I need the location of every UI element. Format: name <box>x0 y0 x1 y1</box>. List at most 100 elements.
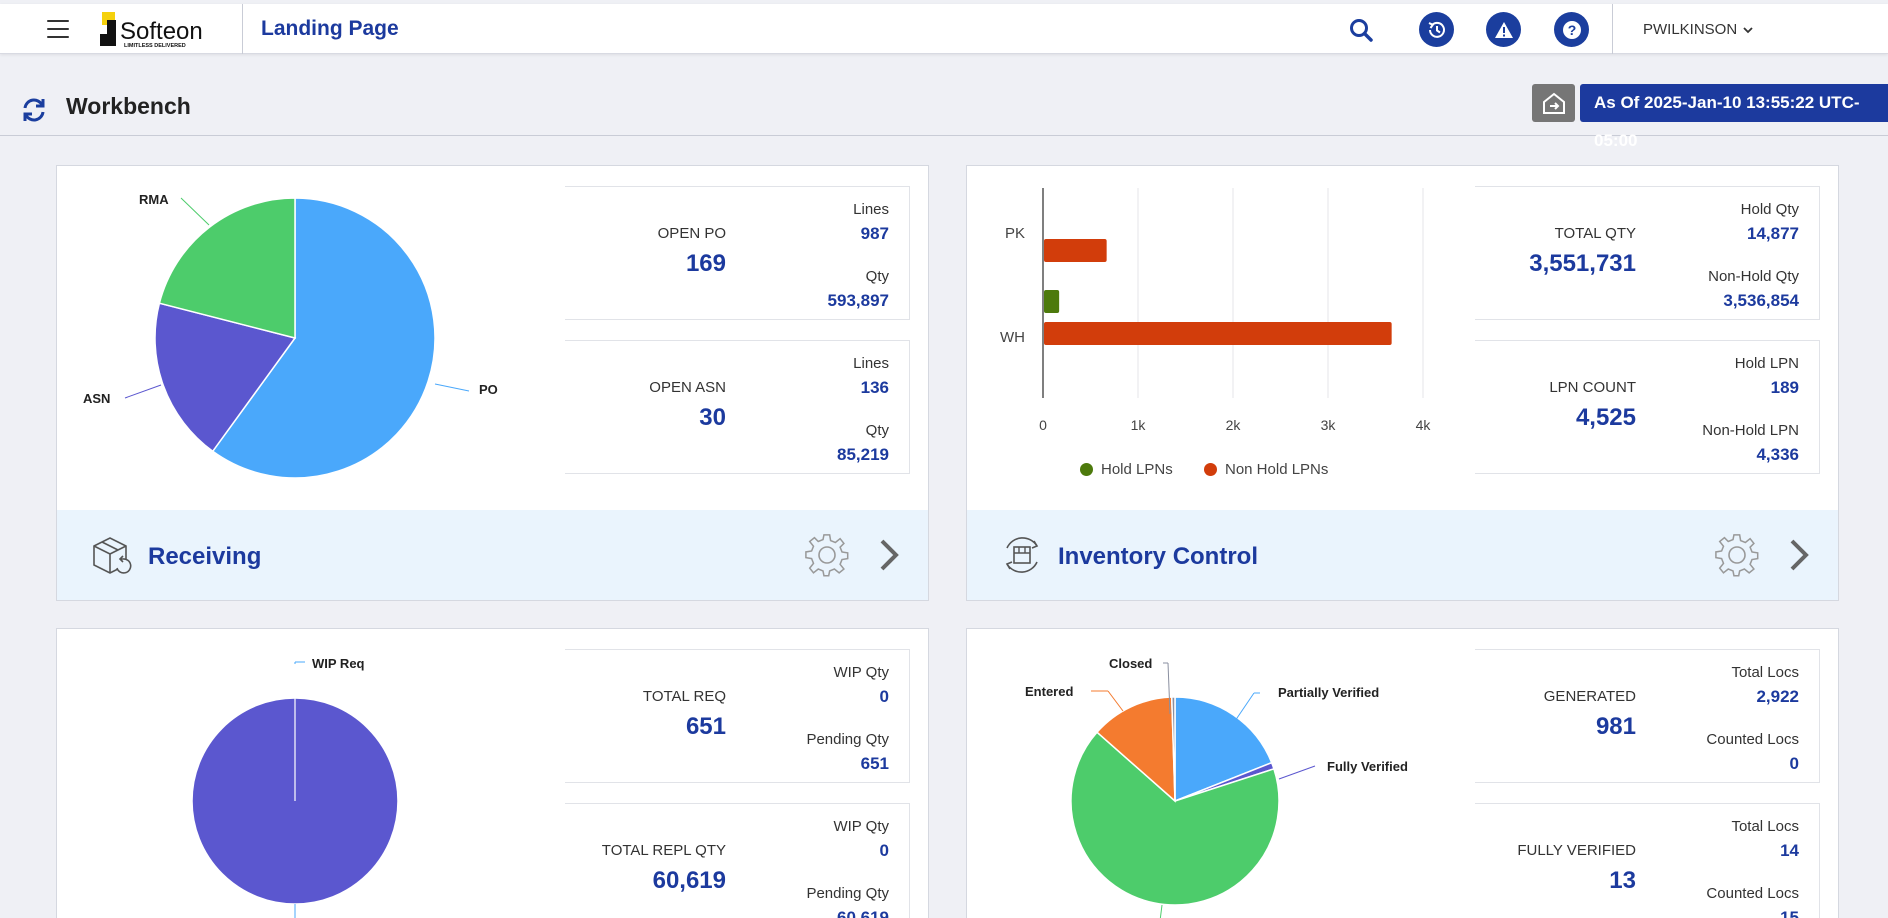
logo-text: Softeon <box>120 18 203 45</box>
workbench-header: Workbench As Of 2025-Jan-10 13:55:22 UTC… <box>0 84 1888 150</box>
lpn-count-box[interactable]: LPN COUNT 4,525 Hold LPN 189 Non-Hold LP… <box>1475 340 1820 474</box>
stat-sub-label: Qty <box>865 422 889 439</box>
stat-sub-value: 14 <box>1780 841 1799 860</box>
stat-sub-label: Counted Locs <box>1706 731 1799 748</box>
svg-text:?: ? <box>1567 22 1576 38</box>
stat-value: 30 <box>699 404 726 431</box>
stat-sub-value: 593,897 <box>827 291 889 310</box>
stat-sub-label: Lines <box>853 201 889 218</box>
pie-label-wip-req: WIP Req <box>312 656 365 671</box>
stat-sub-label: Pending Qty <box>806 885 889 902</box>
stat-sub-label: Pending Qty <box>806 731 889 748</box>
inventory-control-card: 0 1k 2k 3k 4k PK WH Hold LPNs Non Hold LPNs TO… <box>966 165 1839 601</box>
x-tick-label: 1k <box>1131 417 1147 433</box>
stat-value: 4,525 <box>1575 404 1636 431</box>
pie-slice-partially-verified[interactable] <box>1174 696 1273 803</box>
stat-label: TOTAL QTY <box>1554 225 1636 242</box>
pie-label-fully-verified: Fully Verified <box>1327 759 1408 774</box>
open-po-box[interactable]: OPEN PO 169 Lines 987 Qty 593,897 <box>565 186 910 320</box>
stat-value: 60,619 <box>652 867 726 894</box>
stat-sub-label: Qty <box>865 268 889 285</box>
user-menu[interactable]: PWILKINSON <box>1643 21 1753 38</box>
stat-sub-label: Hold Qty <box>1740 201 1799 218</box>
x-tick-label: 3k <box>1321 417 1337 433</box>
stat-sub-value: 987 <box>860 224 889 243</box>
stat-sub-value: 15 <box>1780 908 1799 918</box>
receiving-card: PO ASN RMA OPEN PO 169 Lines 987 Qty 593… <box>56 165 929 601</box>
stat-sub-label: Hold LPN <box>1734 355 1799 372</box>
cycle-count-pie-chart <box>1070 662 1316 918</box>
open-asn-box[interactable]: OPEN ASN 30 Lines 136 Qty 85,219 <box>565 340 910 474</box>
workbench-title: Workbench <box>66 93 191 119</box>
lpn-bar-chart: 0 1k 2k 3k 4k PK WH <box>1000 188 1432 433</box>
total-qty-box[interactable]: TOTAL QTY 3,551,731 Hold Qty 14,877 Non-… <box>1475 186 1820 320</box>
stat-sub-label: Total Locs <box>1731 664 1799 681</box>
inventory-control-title: Inventory Control <box>1058 543 1259 570</box>
page-title: Landing Page <box>261 17 399 40</box>
legend-label: Hold LPNs <box>1101 461 1173 478</box>
history-icon[interactable] <box>1419 12 1454 47</box>
stat-label: TOTAL REQ <box>642 688 726 705</box>
pie-label-rma: RMA <box>139 192 169 207</box>
pie-slice-asn[interactable] <box>154 302 297 453</box>
x-tick-label: 4k <box>1416 417 1432 433</box>
fully-verified-box[interactable]: FULLY VERIFIED 13 Total Locs 14 Counted … <box>1475 803 1820 918</box>
pie-label-entered: Entered <box>1025 684 1074 699</box>
bar-non-hold-lpns-pk[interactable] <box>1044 239 1107 262</box>
stat-sub-label: WIP Qty <box>833 818 889 835</box>
cycle-count-card: Partially Verified Fully Verified Entere… <box>966 628 1839 918</box>
pie-label-asn: ASN <box>83 391 111 406</box>
stat-label: GENERATED <box>1543 688 1636 705</box>
receiving-box-icon <box>93 537 132 574</box>
alert-icon[interactable] <box>1486 12 1521 47</box>
search-icon[interactable] <box>1348 17 1374 43</box>
stat-value: 651 <box>685 713 726 740</box>
stat-value: 169 <box>685 250 726 277</box>
y-category-label: PK <box>1005 225 1025 242</box>
pie-slice-rma[interactable] <box>158 197 296 339</box>
stat-sub-label: Lines <box>853 355 889 372</box>
pie-slice-other[interactable] <box>1070 731 1280 906</box>
stat-sub-value: 60,619 <box>837 908 889 918</box>
chevron-right-icon[interactable] <box>876 538 902 572</box>
legend-non-hold-lpns[interactable]: Non Hold LPNs <box>1204 461 1328 478</box>
home-button[interactable] <box>1532 84 1575 122</box>
stat-sub-value: 189 <box>1770 378 1799 397</box>
hamburger-menu-icon[interactable] <box>47 20 69 38</box>
stat-sub-value: 85,219 <box>837 445 889 464</box>
refresh-icon[interactable] <box>20 96 48 124</box>
pie-slice-closed[interactable] <box>1170 696 1176 802</box>
stat-sub-value: 4,336 <box>1756 445 1799 464</box>
header-divider <box>1612 4 1613 54</box>
stat-sub-value: 136 <box>860 378 889 397</box>
stat-sub-label: Total Locs <box>1731 818 1799 835</box>
inventory-control-footer[interactable]: Inventory Control <box>967 510 1838 600</box>
legend-label: Non Hold LPNs <box>1225 461 1329 478</box>
pie-label-po: PO <box>479 382 498 397</box>
softeon-logo[interactable]: Softeon LIMITLESS DELIVERED <box>98 8 220 50</box>
stat-value: 13 <box>1609 867 1636 894</box>
stat-sub-value: 0 <box>879 687 889 706</box>
legend-dot <box>1204 463 1217 476</box>
bar-hold-lpns-wh[interactable] <box>1044 290 1060 313</box>
y-category-label: WH <box>1000 329 1025 346</box>
stat-value: 3,551,731 <box>1529 250 1636 277</box>
stat-label: OPEN PO <box>657 225 726 242</box>
stat-label: LPN COUNT <box>1549 379 1636 396</box>
logo-tagline: LIMITLESS DELIVERED <box>124 43 186 49</box>
settings-gear-icon[interactable] <box>804 532 850 578</box>
pie-slice-po[interactable] <box>211 197 436 479</box>
pie-label-closed: Closed <box>1109 656 1153 671</box>
inventory-cycle-icon <box>1005 537 1039 573</box>
total-req-box[interactable]: TOTAL REQ 651 WIP Qty 0 Pending Qty 651 <box>565 649 910 783</box>
total-repl-qty-box[interactable]: TOTAL REPL QTY 60,619 WIP Qty 0 Pending … <box>565 803 910 918</box>
legend-hold-lpns[interactable]: Hold LPNs <box>1080 461 1173 478</box>
settings-gear-icon[interactable] <box>1714 532 1760 578</box>
bar-non-hold-lpns-wh[interactable] <box>1044 322 1392 345</box>
chevron-right-icon[interactable] <box>1786 538 1812 572</box>
receiving-footer[interactable]: Receiving <box>57 510 928 600</box>
receiving-title: Receiving <box>148 543 262 570</box>
generated-box[interactable]: GENERATED 981 Total Locs 2,922 Counted L… <box>1475 649 1820 783</box>
help-icon[interactable]: ? <box>1554 12 1589 47</box>
stat-sub-value: 2,922 <box>1756 687 1799 706</box>
